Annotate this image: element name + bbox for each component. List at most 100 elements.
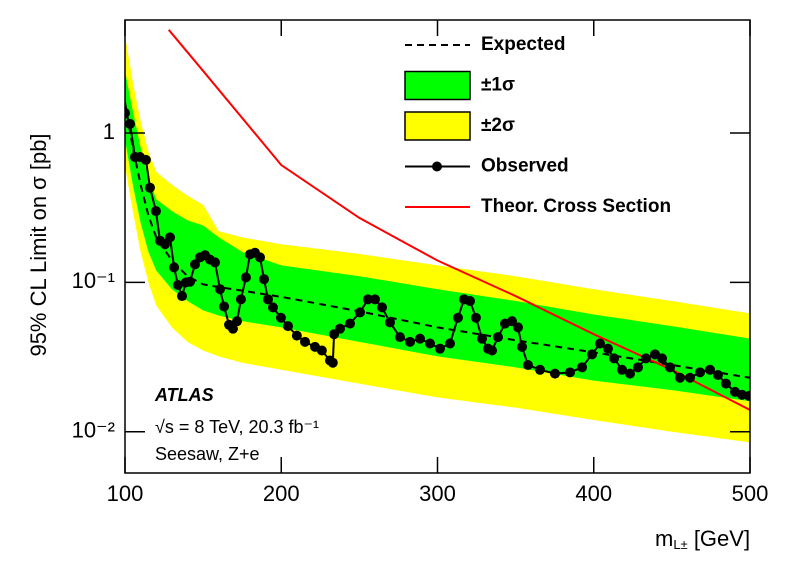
energy-label: √s = 8 TeV, 20.3 fb⁻¹: [155, 417, 319, 437]
marker: [291, 330, 302, 341]
legend-label: Expected: [481, 34, 565, 55]
marker: [165, 232, 175, 243]
marker: [185, 276, 195, 287]
marker: [140, 154, 151, 165]
marker: [665, 362, 675, 373]
marker: [435, 343, 445, 354]
x-tick-label: 400: [575, 481, 612, 506]
model-label: Seesaw, Z+e: [155, 444, 260, 464]
marker: [405, 336, 415, 347]
marker: [492, 332, 503, 343]
y-tick-label: 10⁻¹: [72, 268, 115, 293]
marker: [602, 343, 613, 354]
marker: [210, 257, 220, 268]
marker: [327, 357, 338, 368]
marker: [425, 338, 435, 349]
marker: [150, 206, 161, 217]
marker: [267, 302, 278, 313]
marker: [577, 362, 588, 373]
marker: [535, 364, 545, 375]
marker: [345, 318, 355, 329]
marker: [282, 321, 293, 332]
marker: [720, 378, 731, 389]
marker: [355, 307, 365, 318]
x-label-sub: L±: [673, 537, 687, 552]
x-axis-label: mL± [GeV]: [655, 526, 750, 553]
marker: [617, 364, 628, 375]
marker: [465, 296, 475, 307]
marker: [219, 301, 230, 312]
y-tick-label: 10⁻²: [72, 418, 115, 443]
marker: [507, 316, 518, 327]
marker: [512, 322, 523, 333]
marker: [316, 345, 327, 356]
series-layer: [125, 29, 750, 443]
marker: [275, 312, 286, 323]
marker: [695, 367, 705, 378]
marker: [452, 312, 463, 323]
marker: [125, 107, 130, 118]
marker: [675, 372, 685, 383]
marker: [160, 239, 170, 250]
marker: [632, 362, 643, 373]
marker: [125, 118, 135, 129]
x-tick-label: 100: [107, 481, 144, 506]
marker: [705, 364, 715, 375]
marker: [595, 338, 605, 349]
marker: [262, 294, 273, 305]
marker: [259, 274, 270, 285]
marker: [362, 294, 373, 305]
marker: [177, 291, 188, 302]
marker: [385, 317, 395, 328]
marker: [522, 359, 533, 370]
marker: [517, 341, 528, 352]
legend-label: Theor. Cross Section: [481, 196, 671, 217]
marker: [232, 316, 243, 327]
marker: [445, 338, 455, 349]
atlas-label: ATLAS: [154, 385, 214, 405]
x-label-main: m: [655, 526, 673, 551]
marker: [587, 349, 598, 360]
legend-label: ±2σ: [481, 115, 515, 136]
plot-area: [125, 29, 750, 443]
marker: [685, 372, 695, 383]
marker: [190, 259, 200, 270]
marker: [172, 280, 183, 291]
marker: [395, 332, 405, 343]
y-tick-label: 1: [103, 119, 115, 144]
marker: [240, 272, 251, 283]
legend-marker: [432, 161, 442, 172]
marker: [370, 294, 380, 305]
marker: [744, 390, 750, 401]
legend-label: Observed: [481, 156, 569, 177]
marker: [169, 262, 180, 273]
marker: [640, 353, 651, 364]
marker: [625, 368, 635, 379]
legend-swatch: [404, 111, 471, 141]
marker: [565, 367, 575, 378]
marker: [487, 345, 498, 356]
marker: [415, 333, 425, 344]
marker: [145, 182, 155, 193]
marker: [300, 336, 310, 347]
y-axis-label: 95% CL Limit on σ [pb]: [26, 133, 51, 356]
marker: [657, 353, 668, 364]
marker: [712, 369, 723, 380]
marker: [215, 284, 225, 295]
x-tick-label: 200: [263, 481, 300, 506]
x-tick-label: 500: [732, 481, 769, 506]
marker: [255, 252, 265, 263]
legend-label: ±1σ: [481, 75, 515, 96]
marker: [377, 302, 388, 313]
legend-swatch: [404, 70, 471, 101]
marker: [470, 312, 481, 323]
marker: [227, 323, 238, 334]
marker: [335, 323, 345, 334]
x-label-unit: [GeV]: [688, 526, 750, 551]
marker: [477, 333, 488, 344]
marker: [235, 294, 246, 305]
marker: [550, 368, 560, 379]
marker: [609, 353, 620, 364]
x-tick-label: 300: [419, 481, 456, 506]
